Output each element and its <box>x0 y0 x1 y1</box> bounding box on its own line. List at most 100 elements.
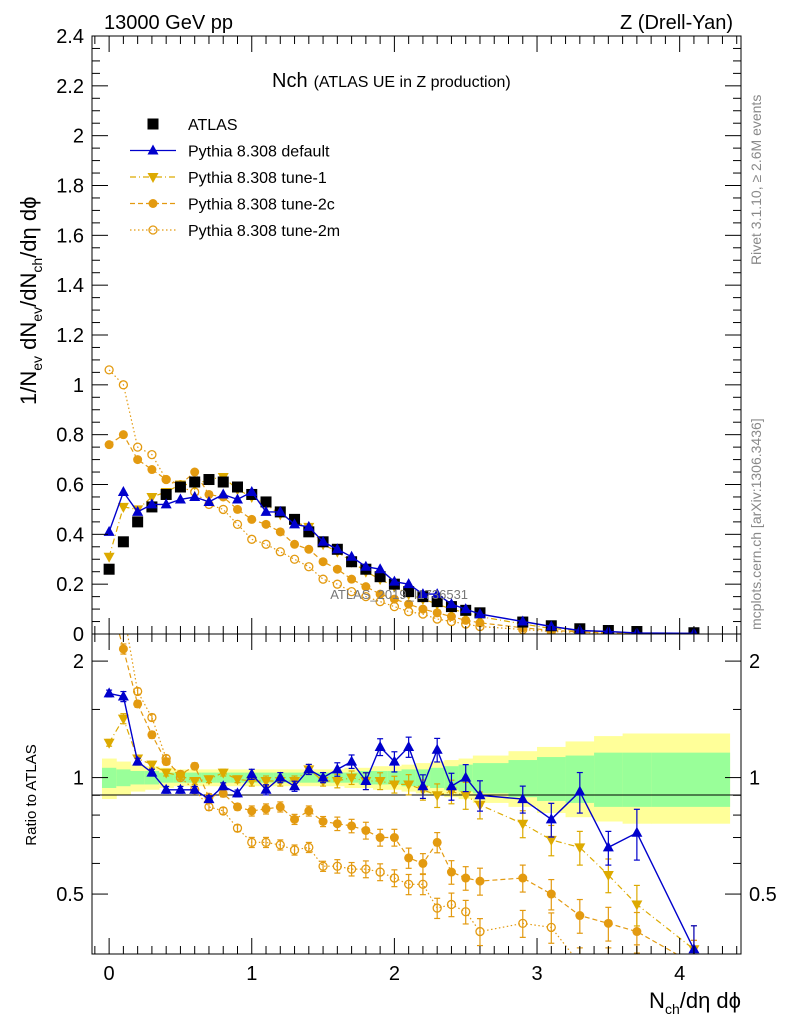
pythia-8-308-tune-2c-ratio-point <box>518 873 528 883</box>
pythia-8-308-tune-2c-point <box>375 589 385 599</box>
pythia-8-308-default-point <box>346 550 358 561</box>
pythia-8-308-tune-2m-point <box>275 547 285 557</box>
pythia-8-308-tune-2m-ratio-point <box>346 864 357 874</box>
legend-marker <box>147 144 159 155</box>
ratio-y-axis-label: Ratio to ATLAS <box>23 744 40 845</box>
pythia-8-308-tune-2c-ratio-point <box>218 788 228 798</box>
pythia-8-308-default-point <box>388 575 400 586</box>
y-tick-label: 0 <box>73 624 84 646</box>
pythia-8-308-default-point <box>545 620 557 631</box>
pythia-8-308-tune-2c-point <box>161 475 171 485</box>
pythia-8-308-default-point <box>360 560 372 571</box>
pythia-8-308-tune-2m-point <box>346 586 357 597</box>
ratio-panel-data <box>103 591 700 954</box>
pythia-8-308-default-point <box>117 485 129 496</box>
y-tick-label: 0.4 <box>56 524 84 546</box>
pythia-8-308-tune-2c-point <box>332 564 342 574</box>
pythia-8-308-tune-2c-point <box>304 544 314 554</box>
ratio-panel-ticks: 0.5 0.5 1 1 2 2 0 1 2 3 4 <box>56 634 777 985</box>
legend-marker <box>148 199 158 208</box>
y-tick-label: 2.2 <box>56 76 84 98</box>
pythia-8-308-tune-2c-point <box>446 612 456 622</box>
pythia-8-308-tune-2c-ratio-point <box>304 806 314 816</box>
pythia-8-308-tune-2c-ratio-point <box>290 814 300 824</box>
pythia-8-308-tune-2c-ratio-point <box>546 889 556 899</box>
atlas-point <box>160 488 172 500</box>
pythia-8-308-tune-1-point <box>103 552 115 563</box>
pythia-8-308-default-point <box>174 493 186 504</box>
atlas-point <box>303 526 315 538</box>
pythia-8-308-default-line <box>108 490 694 634</box>
pythia-8-308-tune-2c-point <box>404 599 414 609</box>
atlas-point <box>403 586 415 598</box>
y-tick-label: 0.8 <box>56 425 84 447</box>
pythia-8-308-tune-2m-ratio-point <box>546 922 556 933</box>
pythia-8-308-tune-2c-point <box>247 514 257 524</box>
pythia-8-308-tune-2m-point <box>389 601 400 612</box>
pythia-8-308-tune-2c-point <box>275 527 285 537</box>
ratio-panel: 0.5 0.5 1 1 2 2 0 1 2 3 4 Ratio to ATLAS Nch/dη dϕ <box>23 591 777 1017</box>
pythia-8-308-tune-1-ratio-point <box>388 780 400 791</box>
pythia-8-308-tune-2c-point <box>432 608 442 618</box>
pythia-8-308-default-point <box>331 543 343 554</box>
legend-entry: Pythia 8.308 tune-2m <box>130 223 340 240</box>
pythia-8-308-default-ratio-point <box>602 841 614 852</box>
pythia-8-308-default-ratio-point <box>346 755 358 766</box>
band-green <box>472 763 510 794</box>
pythia-8-308-default-ratio-point <box>545 813 557 824</box>
pythia-8-308-default-ratio-point <box>445 780 457 791</box>
y-tick-label: 1.6 <box>56 225 84 247</box>
pythia-8-308-default-ratio-point <box>631 826 643 837</box>
plot-title-sub: (ATLAS UE in Z production) <box>314 74 511 91</box>
pythia-8-308-default-ratio-point <box>103 687 115 698</box>
pythia-8-308-tune-2c-point <box>204 489 214 499</box>
ratio-panel-frame <box>91 633 742 955</box>
pythia-8-308-tune-1-ratio-point <box>460 791 472 802</box>
pythia-8-308-tune-1-ratio-point <box>331 776 343 787</box>
pythia-8-308-default-ratio-point <box>303 763 315 774</box>
pythia-8-308-default-point <box>217 488 229 499</box>
pythia-8-308-default-ratio-point <box>431 743 443 754</box>
pythia-8-308-tune-1-ratio-point <box>103 738 115 749</box>
pythia-8-308-tune-2c-point <box>475 618 485 628</box>
atlas-point <box>217 476 229 488</box>
pythia-8-308-tune-2c-point <box>190 467 200 477</box>
pythia-8-308-tune-1-point <box>146 492 158 503</box>
pythia-8-308-tune-2c-point <box>347 574 357 584</box>
pythia-8-308-tune-2c-ratio-point <box>446 867 456 877</box>
pythia-8-308-tune-2c-ratio-point <box>275 802 285 812</box>
pythia-8-308-tune-1-ratio-point <box>231 775 243 786</box>
pythia-8-308-default-point <box>517 615 529 626</box>
pythia-8-308-default-ratio-point <box>146 766 158 777</box>
pythia-8-308-tune-2c-ratio-point <box>332 819 342 829</box>
x-tick-label: 3 <box>531 963 542 985</box>
x-tick-label: 2 <box>389 963 400 985</box>
pythia-8-308-tune-2m-point <box>304 562 314 572</box>
atlas-point <box>117 536 129 548</box>
pythia-8-308-default-ratio-point <box>189 783 201 794</box>
pythia-8-308-tune-2m-ratio-point <box>247 837 257 848</box>
pythia-8-308-default-point <box>189 490 201 501</box>
pythia-8-308-default-ratio-point <box>246 768 258 779</box>
pythia-8-308-tune-2c-ratio-point <box>105 591 114 600</box>
pythia-8-308-tune-2c-point <box>104 440 114 450</box>
pythia-8-308-tune-1-ratio-point <box>374 776 386 787</box>
pythia-8-308-tune-2c-point <box>290 539 300 549</box>
pythia-8-308-tune-1-ratio-point <box>146 760 158 771</box>
atlas-point <box>374 571 386 583</box>
pythia-8-308-tune-2c-point <box>232 504 242 514</box>
pythia-8-308-tune-1-point <box>117 502 129 513</box>
pythia-8-308-default-point <box>403 578 415 589</box>
legend-label: ATLAS <box>188 117 238 134</box>
band-green <box>130 770 146 785</box>
y-tick-label: 1.8 <box>56 176 84 198</box>
pythia-8-308-tune-2m-line <box>108 369 694 634</box>
legend-marker <box>147 173 159 183</box>
pythia-8-308-default-point <box>445 598 457 609</box>
pythia-8-308-default-ratio-point <box>317 771 329 782</box>
y-tick-label: 1.4 <box>56 275 84 297</box>
pythia-8-308-tune-2c-point <box>361 582 371 592</box>
main-panel-data <box>103 365 700 634</box>
atlas-point <box>132 516 144 528</box>
pythia-8-308-default-ratio-point <box>289 780 301 791</box>
